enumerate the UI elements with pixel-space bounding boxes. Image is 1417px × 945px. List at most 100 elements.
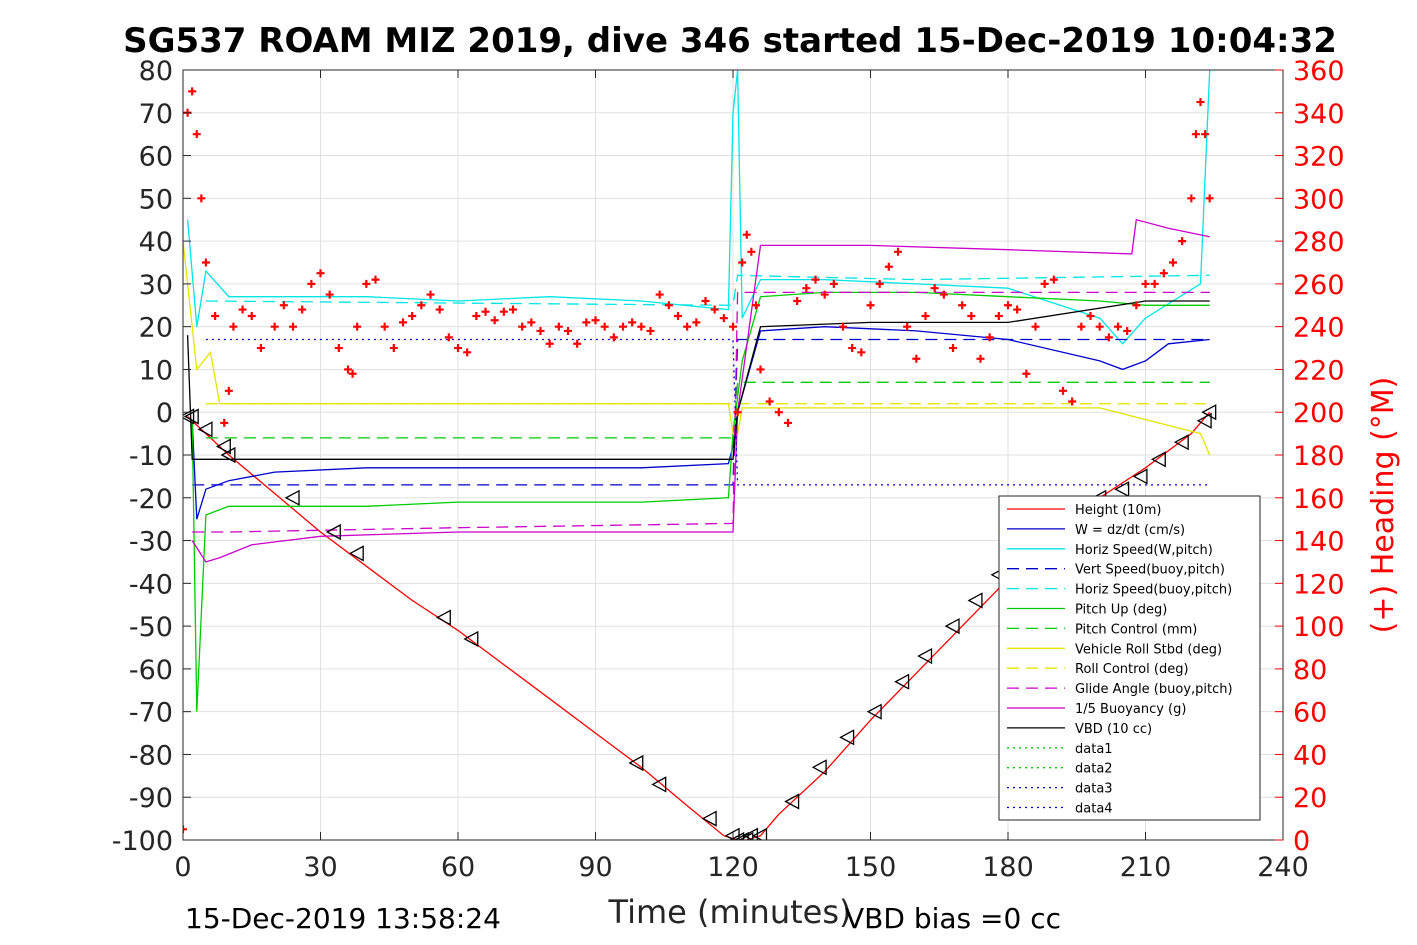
y-left-tick-label: -60 — [129, 655, 173, 686]
heading-marker — [224, 386, 233, 395]
heading-marker — [729, 322, 737, 331]
heading-marker — [1095, 322, 1104, 331]
heading-marker — [848, 344, 857, 353]
heading-marker — [490, 316, 499, 325]
legend-label: Pitch Control (mm) — [1075, 622, 1197, 637]
heading-marker — [1031, 322, 1040, 331]
y-right-tick-label: 300 — [1293, 184, 1345, 215]
heading-marker — [784, 418, 792, 427]
y-right-tick-label: 280 — [1293, 227, 1345, 258]
x-tick-label: 120 — [707, 852, 759, 883]
heading-marker — [1013, 305, 1022, 314]
heading-marker — [1169, 258, 1177, 267]
dive-marker — [742, 827, 758, 840]
heading-marker — [967, 311, 976, 320]
heading-marker — [742, 230, 751, 239]
y-left-tick-label: -70 — [129, 698, 173, 729]
series-line — [191, 291, 1210, 712]
legend-label: W = dz/dt (cm/s) — [1075, 523, 1185, 538]
heading-marker — [765, 397, 774, 406]
x-tick-label: 180 — [982, 852, 1034, 883]
legend-label: Vert Speed(buoy,pitch) — [1075, 563, 1225, 578]
dive-marker — [1132, 468, 1148, 485]
heading-marker — [348, 369, 357, 378]
heading-marker — [192, 130, 201, 139]
y-right-tick-label: 180 — [1293, 441, 1345, 472]
heading-marker — [683, 322, 692, 331]
legend-label: data2 — [1075, 762, 1113, 777]
y-left-tick-label: 0 — [156, 398, 173, 429]
legend-label: Horiz Speed(buoy,pitch) — [1075, 583, 1232, 598]
heading-marker — [1205, 194, 1214, 203]
dive-marker — [183, 408, 199, 425]
heading-marker — [1114, 322, 1122, 331]
heading-marker — [921, 311, 930, 320]
legend-label: Height (10m) — [1075, 503, 1161, 518]
heading-marker — [655, 290, 664, 299]
y-left-tick-label: 50 — [139, 184, 173, 215]
heading-marker — [334, 344, 343, 353]
heading-marker — [1150, 279, 1159, 288]
heading-marker — [1086, 311, 1095, 320]
heading-marker — [408, 311, 417, 320]
series-line — [191, 326, 1210, 520]
heading-marker — [774, 408, 783, 417]
y-right-tick-label: 0 — [1293, 826, 1310, 857]
heading-marker — [1104, 333, 1113, 342]
heading-marker — [839, 322, 847, 331]
dive-marker — [284, 489, 300, 506]
heading-marker — [903, 322, 912, 331]
heading-marker — [183, 825, 187, 834]
heading-marker — [389, 344, 398, 353]
y-left-tick-label: 60 — [139, 142, 173, 173]
legend-label: data1 — [1075, 742, 1113, 757]
heading-marker — [1141, 279, 1150, 288]
dive-marker — [651, 776, 667, 793]
dive-marker — [784, 793, 800, 810]
heading-marker — [1049, 275, 1058, 284]
dive-marker — [197, 421, 213, 438]
heading-marker — [1077, 322, 1086, 331]
dive-marker — [729, 831, 745, 840]
heading-marker — [628, 318, 637, 327]
heading-marker — [238, 305, 247, 314]
heading-marker — [1068, 397, 1077, 406]
series-group — [183, 70, 1217, 840]
heading-marker — [738, 258, 747, 267]
dive-marker — [894, 673, 910, 690]
footer-timestamp: 15-Dec-2019 13:58:24 — [185, 902, 501, 935]
dive-marker — [733, 831, 749, 840]
y-left-tick-label: 20 — [139, 313, 173, 344]
heading-marker — [399, 318, 407, 327]
y-right-tick-label: 360 — [1293, 56, 1345, 87]
x-tick-label: 90 — [578, 852, 612, 883]
y-right-tick-label: 100 — [1293, 612, 1345, 643]
heading-marker — [949, 344, 957, 353]
heading-marker — [756, 365, 765, 374]
dive-marker — [1201, 404, 1217, 421]
heading-marker — [875, 279, 884, 288]
dive-marker — [215, 438, 231, 455]
heading-marker — [894, 247, 902, 256]
heading-marker — [1187, 194, 1196, 203]
dive-marker — [917, 647, 933, 665]
x-tick-label: 210 — [1120, 852, 1172, 883]
heading-marker — [710, 305, 719, 314]
x-tick-label: 0 — [174, 852, 191, 883]
heading-marker — [985, 333, 994, 342]
heading-marker — [316, 269, 325, 278]
heading-marker — [472, 311, 481, 320]
legend-label: Horiz Speed(W,pitch) — [1075, 543, 1213, 558]
dive-marker — [839, 729, 855, 746]
dive-marker — [435, 609, 451, 626]
y-right-tick-label: 320 — [1293, 142, 1345, 173]
y-left-tick-label: 30 — [139, 270, 173, 301]
heading-marker — [1004, 301, 1012, 310]
y-left-tick-label: 40 — [139, 227, 173, 258]
heading-marker — [518, 322, 527, 331]
heading-marker — [417, 301, 426, 310]
y-right-tick-label: 60 — [1293, 698, 1327, 729]
legend-label: Vehicle Roll Stbd (deg) — [1075, 642, 1222, 657]
x-tick-label: 150 — [845, 852, 897, 883]
